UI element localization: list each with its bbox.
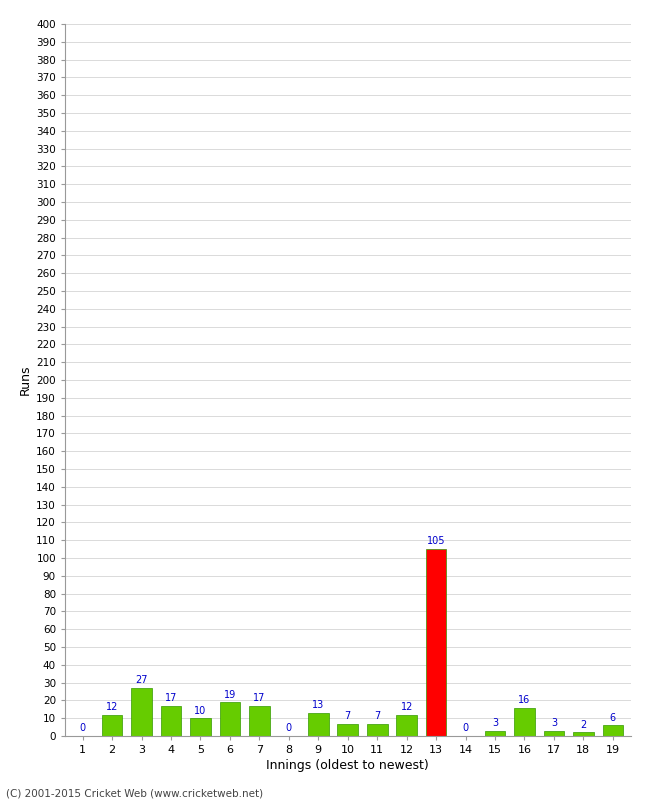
- Bar: [220, 702, 240, 736]
- Text: 12: 12: [106, 702, 118, 712]
- Bar: [603, 726, 623, 736]
- Bar: [514, 707, 535, 736]
- Text: 17: 17: [254, 693, 266, 703]
- Y-axis label: Runs: Runs: [19, 365, 32, 395]
- Text: 7: 7: [374, 711, 380, 721]
- Bar: [161, 706, 181, 736]
- Bar: [190, 718, 211, 736]
- Text: 27: 27: [135, 675, 148, 686]
- X-axis label: Innings (oldest to newest): Innings (oldest to newest): [266, 759, 429, 772]
- Bar: [337, 723, 358, 736]
- Text: 105: 105: [427, 537, 445, 546]
- Bar: [308, 713, 329, 736]
- Text: 2: 2: [580, 720, 586, 730]
- Bar: [485, 730, 505, 736]
- Bar: [102, 714, 122, 736]
- Text: 3: 3: [551, 718, 557, 728]
- Bar: [396, 714, 417, 736]
- Text: 12: 12: [400, 702, 413, 712]
- Bar: [426, 549, 447, 736]
- Text: (C) 2001-2015 Cricket Web (www.cricketweb.net): (C) 2001-2015 Cricket Web (www.cricketwe…: [6, 789, 264, 798]
- Text: 19: 19: [224, 690, 236, 699]
- Text: 3: 3: [492, 718, 498, 728]
- Text: 16: 16: [518, 695, 530, 705]
- Bar: [573, 733, 593, 736]
- Bar: [131, 688, 152, 736]
- Text: 0: 0: [463, 723, 469, 734]
- Bar: [543, 730, 564, 736]
- Text: 7: 7: [344, 711, 351, 721]
- Bar: [367, 723, 387, 736]
- Text: 17: 17: [165, 693, 177, 703]
- Text: 13: 13: [312, 700, 324, 710]
- Text: 6: 6: [610, 713, 616, 722]
- Bar: [249, 706, 270, 736]
- Text: 0: 0: [286, 723, 292, 734]
- Text: 0: 0: [79, 723, 86, 734]
- Text: 10: 10: [194, 706, 207, 715]
